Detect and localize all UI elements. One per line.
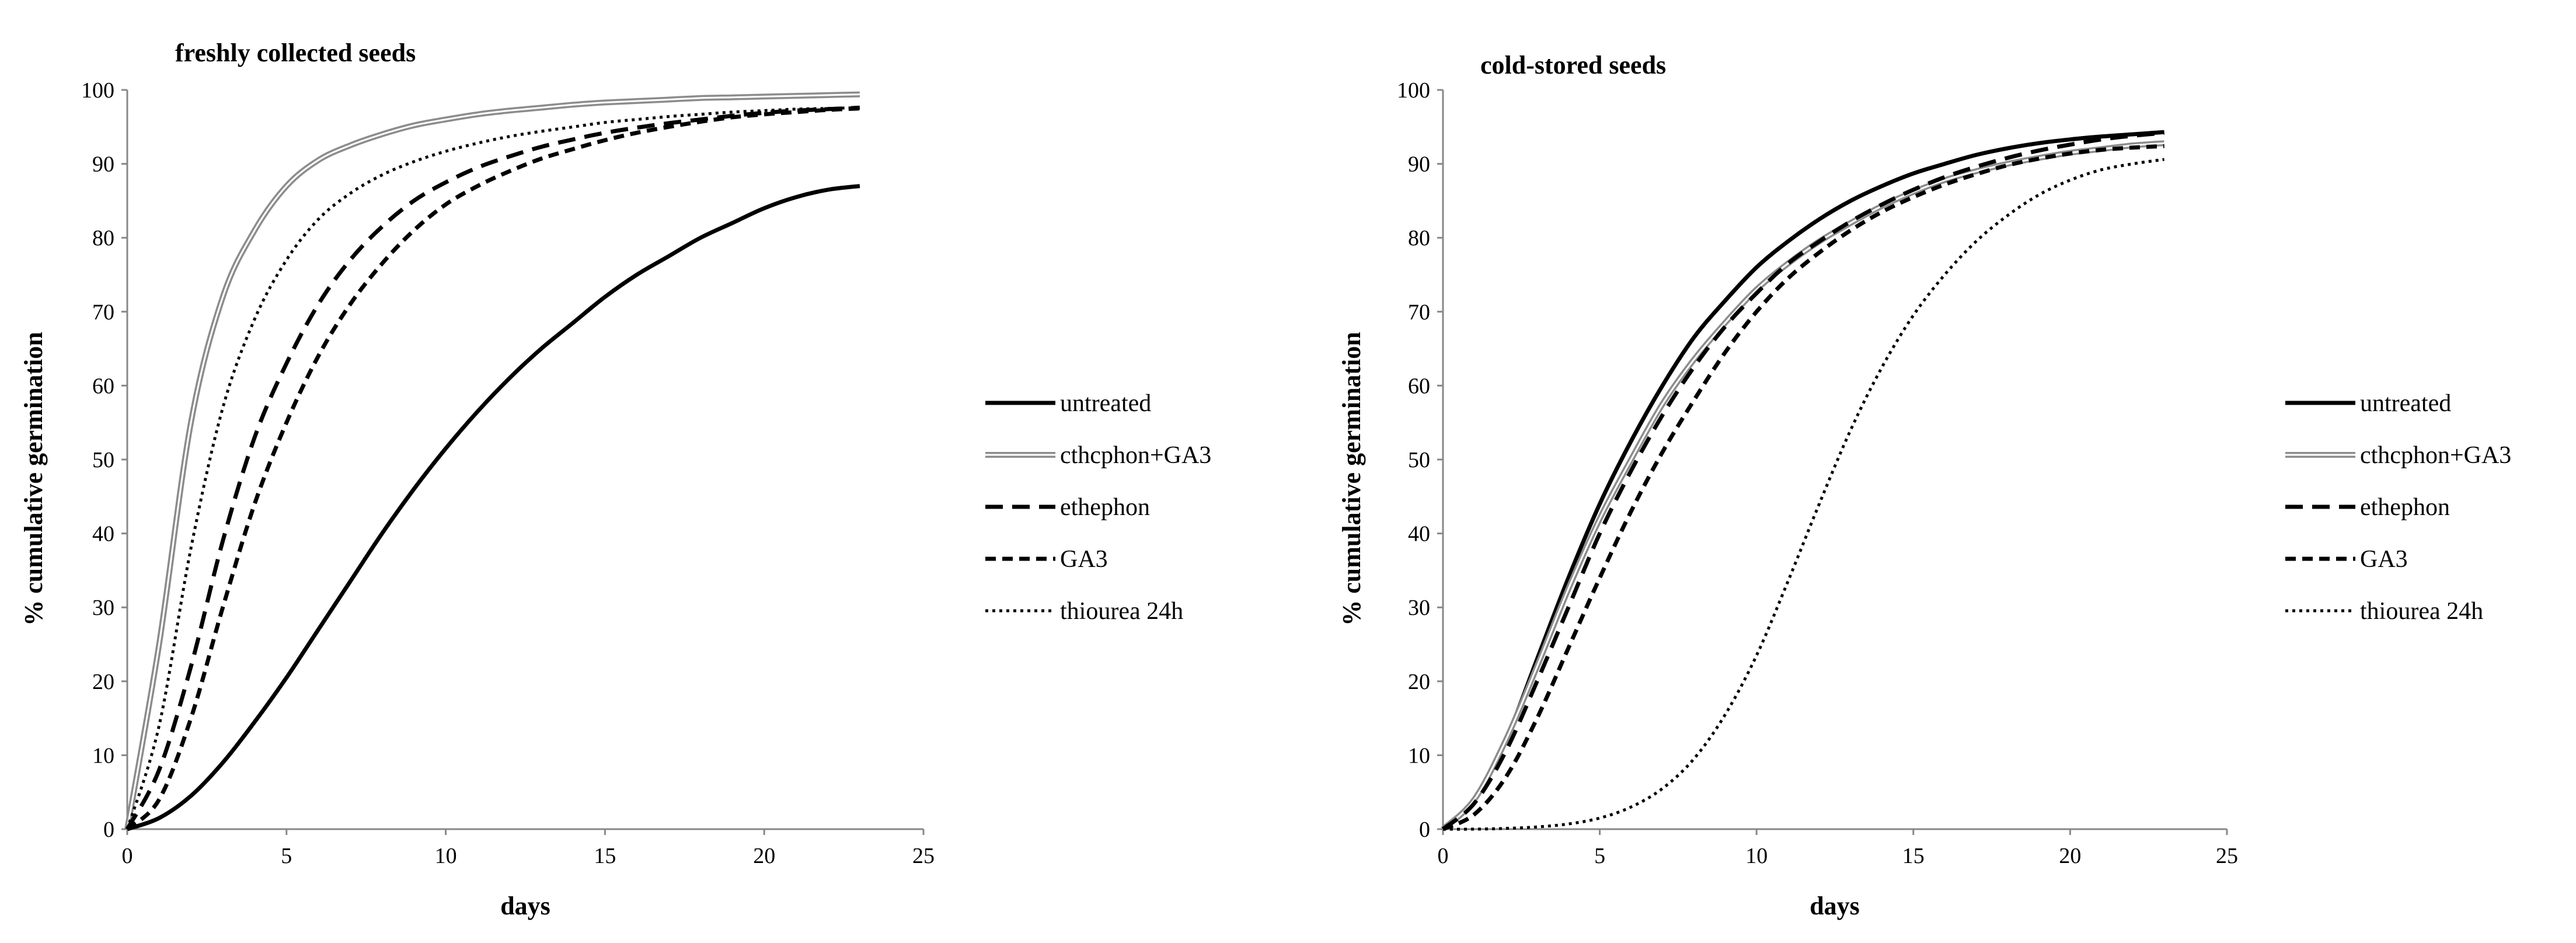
series-ga3 [126, 106, 860, 831]
y-tick-label: 50 [92, 448, 114, 472]
legend-label-ethephon-ga3: cthcphon+GA3 [1060, 442, 1211, 469]
y-tick-label: 50 [1408, 448, 1430, 472]
legend-label-ethephon-ga3: cthcphon+GA3 [2360, 442, 2511, 469]
y-tick-label: 100 [1397, 78, 1430, 103]
y-tick-label: 40 [92, 522, 114, 547]
legend-label-ga3: GA3 [1060, 546, 1108, 573]
x-tick-label: 25 [2216, 844, 2238, 868]
series-ethephon-ga3 [124, 91, 860, 830]
series-ethephon-ga3 [1441, 140, 2164, 831]
x-tick-label: 20 [753, 844, 775, 868]
y-tick-label: 20 [1408, 670, 1430, 694]
y-tick-label: 0 [103, 817, 114, 842]
chart-freshly-collected: freshly collected seeds % cumulative ger… [19, 39, 1211, 920]
x-tick-label: 0 [122, 844, 133, 868]
y-tick-label: 0 [1419, 817, 1430, 842]
y-tick-label: 10 [92, 743, 114, 768]
x-axis-label: days [500, 892, 550, 920]
legend-label-ethephon: ethephon [1060, 494, 1150, 521]
legend: untreated cthcphon+GA3 ethephon GA3 thio… [985, 390, 1211, 625]
y-tick-label: 60 [92, 374, 114, 398]
y-axis-label: % cumulative germination [1337, 332, 1366, 626]
series-thiourea-24h [1442, 158, 2164, 831]
legend-label-untreated: untreated [1060, 390, 1151, 417]
series-group [1441, 130, 2164, 831]
y-tick-label: 70 [1408, 300, 1430, 325]
series-ethephon [1441, 130, 2164, 831]
legend: untreated cthcphon+GA3 ethephon GA3 thio… [2285, 390, 2511, 625]
chart-title: freshly collected seeds [175, 39, 416, 67]
series-ethephon-ga3-core [126, 93, 860, 830]
x-tick-label: 5 [281, 844, 292, 868]
x-tick-label: 10 [1745, 844, 1768, 868]
legend-label-ethephon: ethephon [2360, 494, 2450, 521]
y-tick-label: 60 [1408, 374, 1430, 398]
x-tick-label: 5 [1594, 844, 1605, 868]
y-tick-label: 70 [92, 300, 114, 325]
chart-cold-stored: cold-stored seeds % cumulative germinati… [1337, 51, 2511, 920]
x-tick-label: 15 [594, 844, 616, 868]
series-untreated [126, 184, 860, 831]
x-tick-label: 0 [1438, 844, 1449, 868]
x-tick-label: 25 [912, 844, 935, 868]
series-ethephon-ga3-outline [1441, 140, 2164, 831]
legend-label-thiourea: thiourea 24h [1060, 598, 1183, 625]
series-group [124, 91, 860, 831]
y-tick-label: 30 [92, 596, 114, 620]
legend-label-thiourea: thiourea 24h [2360, 598, 2483, 625]
series-ethephon-ga3-core [1442, 142, 2164, 830]
y-tick-label: 80 [1408, 226, 1430, 250]
series-untreated [1441, 130, 2164, 831]
y-tick-label: 90 [1408, 152, 1430, 177]
chart-title: cold-stored seeds [1480, 51, 1666, 79]
x-tick-label: 15 [1902, 844, 1925, 868]
y-tick-label: 40 [1408, 522, 1430, 547]
series-ga3 [1442, 144, 2164, 831]
y-tick-label: 80 [92, 226, 114, 250]
x-tick-label: 20 [2059, 844, 2081, 868]
legend-label-ga3: GA3 [2360, 546, 2408, 573]
legend-label-untreated: untreated [2360, 390, 2451, 417]
axes: 0 10 20 30 40 50 60 70 80 90 100 0 5 10 15 20 25 [81, 78, 935, 868]
x-tick-label: 10 [435, 844, 457, 868]
y-tick-label: 30 [1408, 596, 1430, 620]
y-tick-label: 20 [92, 670, 114, 694]
y-tick-label: 100 [81, 78, 114, 103]
y-tick-label: 90 [92, 152, 114, 177]
x-axis-label: days [1810, 892, 1860, 920]
y-tick-label: 10 [1408, 743, 1430, 768]
y-axis-label: % cumulative germination [19, 332, 48, 626]
axes: 0 10 20 30 40 50 60 70 80 90 100 0 5 10 15 20 25 [1397, 78, 2238, 868]
series-thiourea-24h [126, 106, 860, 830]
series-ethephon-ga3-outline [124, 91, 860, 830]
